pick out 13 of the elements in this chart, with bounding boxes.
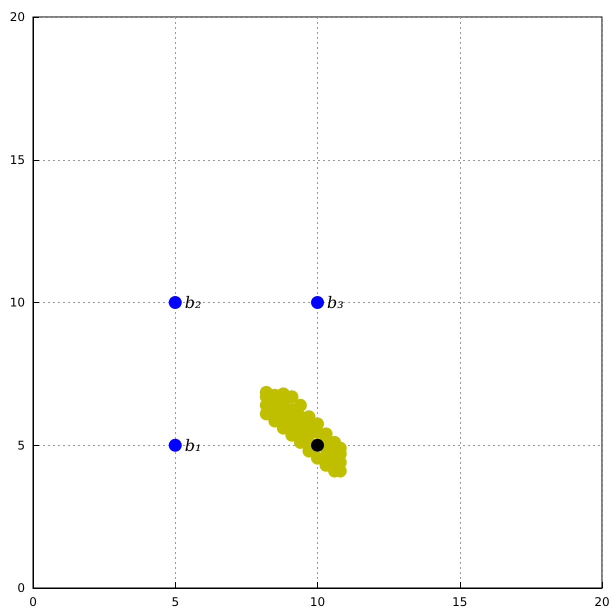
series-label: b₃ <box>327 293 344 312</box>
x-tick-label: 0 <box>29 595 37 609</box>
y-tick-label: 15 <box>10 152 25 167</box>
x-tick-label: 10 <box>310 595 326 609</box>
x-tick-label: 20 <box>594 595 610 609</box>
series-label: b₁ <box>184 436 202 455</box>
x-tick-label: 15 <box>452 595 468 609</box>
y-tick-label: 0 <box>17 581 25 595</box>
y-tick-label: 20 <box>10 10 25 24</box>
y-tick-label: 10 <box>10 296 25 310</box>
y-tick-label: 5 <box>17 438 25 452</box>
series-label: b₂ <box>184 293 202 312</box>
x-tick-label: 5 <box>171 595 180 609</box>
